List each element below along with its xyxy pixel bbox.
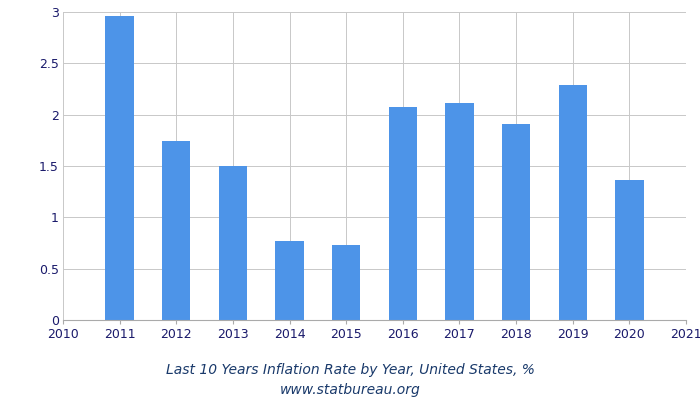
Bar <box>559 85 587 320</box>
Text: www.statbureau.org: www.statbureau.org <box>279 383 421 397</box>
Bar <box>162 141 190 320</box>
Bar <box>275 241 304 320</box>
Text: Last 10 Years Inflation Rate by Year, United States, %: Last 10 Years Inflation Rate by Year, Un… <box>166 363 534 377</box>
Bar <box>615 180 643 320</box>
Bar <box>332 245 361 320</box>
Bar <box>389 108 417 320</box>
Bar <box>219 166 247 320</box>
Bar <box>106 16 134 320</box>
Bar <box>445 103 474 320</box>
Bar <box>502 124 531 320</box>
